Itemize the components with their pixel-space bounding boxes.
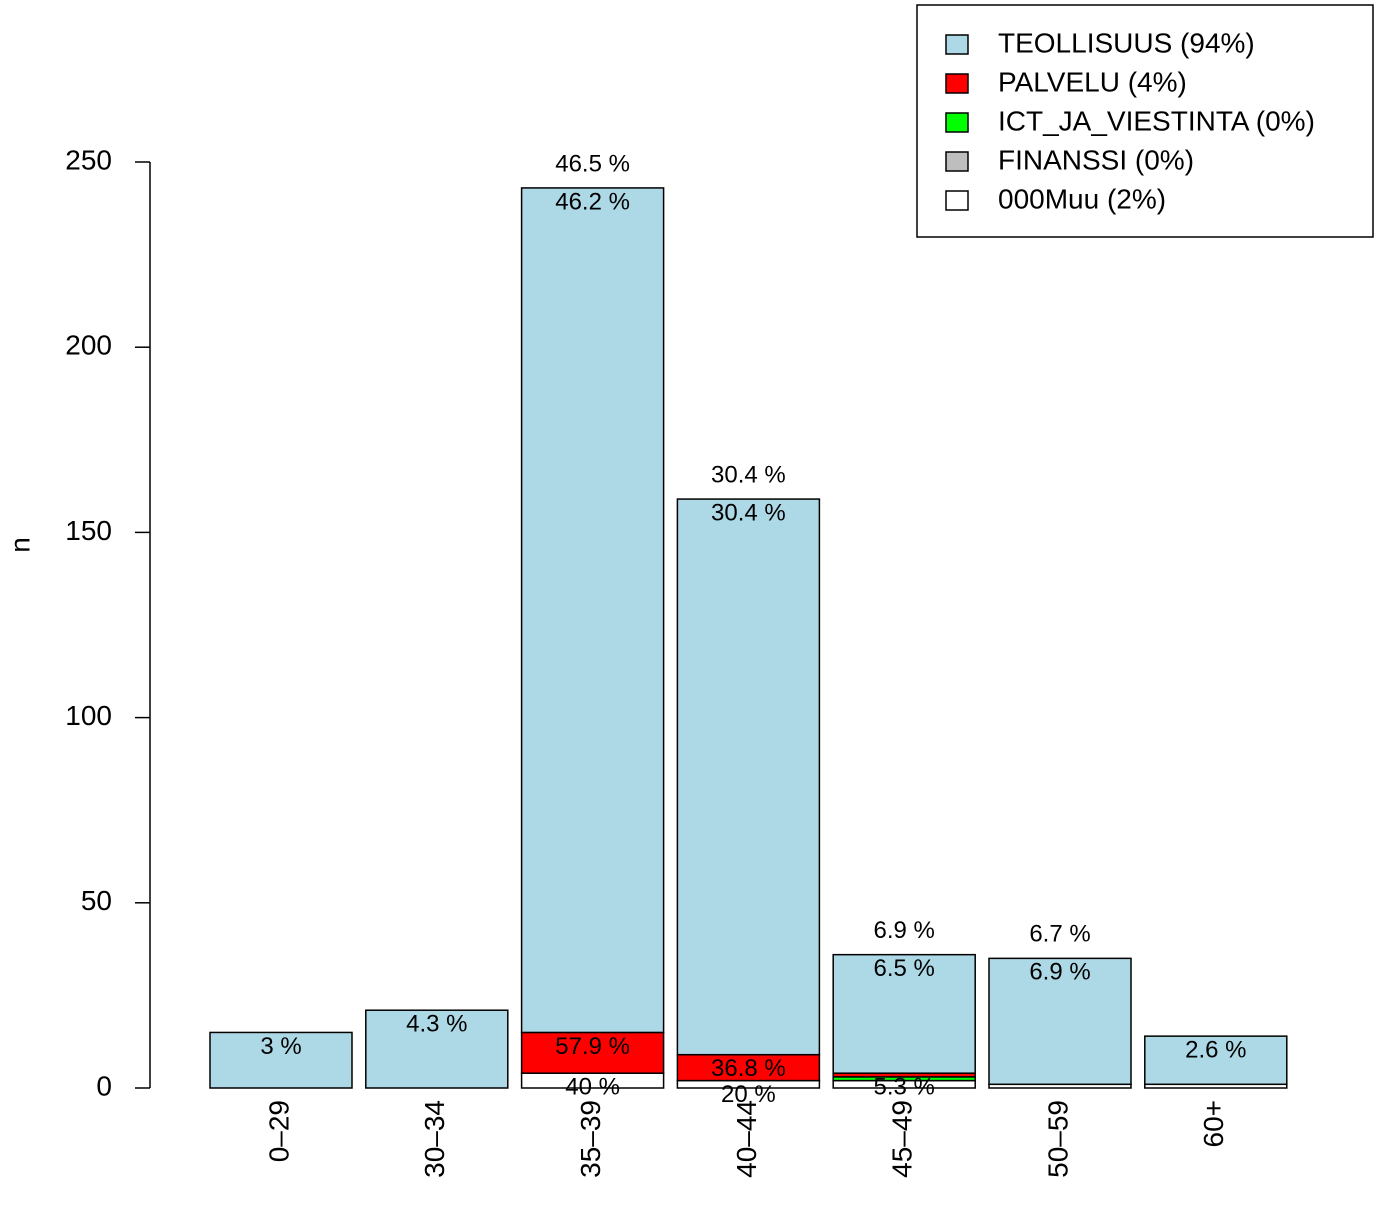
y-tick-label: 150 — [65, 515, 112, 546]
value-label: 20 % — [721, 1081, 776, 1108]
total-label: 30.4 % — [711, 461, 786, 488]
bar-segment — [1144, 1035, 1288, 1086]
legend-label: PALVELU (4%) — [998, 66, 1187, 97]
value-label: 30.4 % — [711, 499, 786, 526]
value-label: 40 % — [565, 1074, 620, 1101]
legend-swatch — [945, 34, 969, 55]
bar-segment — [209, 1031, 353, 1089]
value-label: 3 % — [260, 1033, 301, 1060]
legend-label: ICT_JA_VIESTINTA (0%) — [998, 105, 1315, 136]
y-tick-label: 0 — [96, 1070, 112, 1101]
x-tick-label: 50–59 — [1042, 1100, 1073, 1178]
bar-segment — [676, 498, 821, 1056]
x-tick-label: 40–44 — [731, 1100, 762, 1178]
total-label: 46.5 % — [555, 150, 630, 177]
bar-segment — [520, 1031, 665, 1074]
y-tick-label: 50 — [81, 885, 112, 916]
legend-swatch — [945, 112, 969, 133]
y-axis-label: n — [4, 537, 35, 553]
legend-label: FINANSSI (0%) — [998, 144, 1194, 175]
legend-swatch — [945, 151, 969, 172]
value-label: 57.9 % — [555, 1033, 630, 1060]
y-tick-label: 200 — [65, 330, 112, 361]
legend-swatch — [945, 73, 969, 94]
x-tick-label: 35–39 — [575, 1100, 606, 1178]
x-tick-label: 45–49 — [887, 1100, 918, 1178]
total-label: 6.7 % — [1029, 921, 1090, 948]
bar-segment — [832, 953, 976, 1074]
legend-label: 000Muu (2%) — [998, 183, 1166, 214]
bar-segment — [988, 957, 1132, 1086]
total-label: 6.9 % — [874, 917, 935, 944]
value-label: 2.6 % — [1185, 1036, 1246, 1063]
legend-label: TEOLLISUUS (94%) — [998, 27, 1255, 58]
bar-segment — [520, 187, 665, 1034]
legend-swatch — [945, 190, 969, 211]
value-label: 6.9 % — [1029, 959, 1090, 986]
x-tick-label: 60+ — [1198, 1100, 1229, 1148]
x-tick-label: 30–34 — [419, 1100, 450, 1178]
value-label: 46.2 % — [555, 188, 630, 215]
legend-box — [916, 4, 1374, 238]
y-tick-label: 250 — [65, 144, 112, 175]
x-tick-label: 0–29 — [263, 1100, 294, 1162]
bar-segment — [365, 1009, 509, 1089]
bar-segment — [676, 1053, 821, 1082]
value-label: 5.3 % — [874, 1074, 935, 1101]
value-label: 4.3 % — [406, 1011, 467, 1038]
value-label: 6.5 % — [874, 955, 935, 982]
value-label: 36.8 % — [711, 1055, 786, 1082]
y-tick-label: 100 — [65, 700, 112, 731]
